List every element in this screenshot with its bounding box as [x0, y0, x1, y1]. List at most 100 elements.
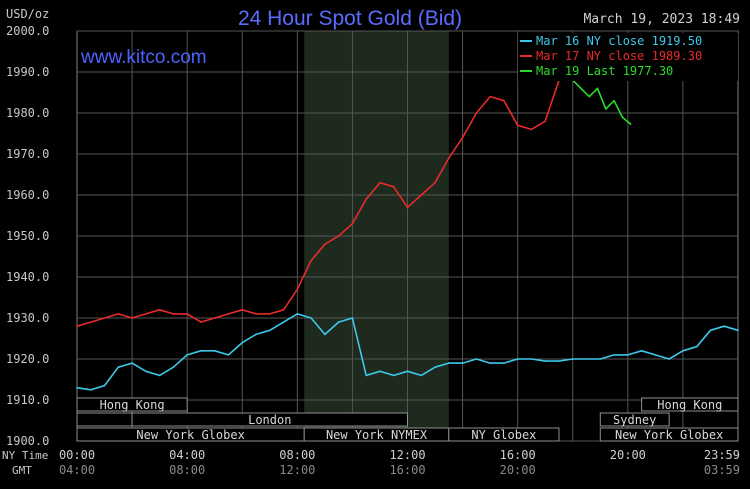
session-bar [448, 427, 560, 442]
series-point-2 [117, 313, 120, 315]
series-layer [76, 79, 739, 391]
series-point-2 [131, 317, 133, 319]
series-point-2 [406, 206, 409, 209]
series-point-2 [145, 313, 147, 315]
series-point-2 [76, 325, 78, 328]
y-tick-label: 1950.0 [6, 229, 49, 243]
series-point-1 [448, 362, 450, 364]
series-point-2 [255, 313, 257, 315]
chart-title: 24 Hour Spot Gold (Bid) [238, 7, 462, 30]
series-point-1 [131, 362, 133, 364]
session-bar [76, 397, 188, 412]
series-point-2 [420, 194, 423, 196]
tick-layer: 2000.0 1990.0 1980.0 1970.0 1960.0 1950.0 1940… [6, 24, 740, 477]
series-point-2 [227, 313, 230, 315]
series-point-3 [588, 95, 591, 98]
session-label: Hong Kong [100, 398, 165, 412]
series-point-2 [103, 317, 106, 319]
series-point-1 [695, 345, 698, 348]
series-point-1 [158, 374, 161, 377]
y-tick-label: 1940.0 [6, 270, 49, 284]
y-tick-label: 1960.0 [6, 188, 49, 202]
series-point-3 [596, 87, 599, 90]
series-point-1 [227, 354, 230, 356]
series-point-2 [530, 128, 533, 131]
series-point-1 [489, 362, 491, 364]
y-tick-label: 1930.0 [6, 311, 49, 325]
series-point-1 [668, 358, 670, 360]
series-point-2 [461, 136, 464, 139]
x-tick-label-ny: 16:00 [500, 448, 536, 462]
timestamp: March 19, 2023 18:49 [583, 12, 740, 27]
series-point-1 [145, 370, 147, 373]
series-point-1 [461, 362, 464, 364]
series-point-1 [282, 321, 285, 323]
series-point-1 [255, 333, 257, 336]
series-point-1 [737, 329, 739, 332]
session-label: Sydney [613, 413, 656, 427]
series-point-1 [351, 317, 354, 319]
series-point-1 [296, 313, 299, 315]
series-point-2 [172, 313, 175, 315]
series-point-1 [337, 321, 340, 323]
series-point-1 [241, 341, 244, 344]
series-point-3 [580, 87, 582, 90]
series-point-3 [629, 123, 632, 125]
y-tick-label: 1910.0 [6, 393, 49, 407]
y-axis-unit-label: USD/oz [6, 7, 49, 21]
series-point-1 [213, 350, 216, 352]
series-point-1 [186, 354, 188, 356]
series-point-1 [516, 358, 519, 360]
series-point-2 [324, 243, 326, 245]
series-point-1 [599, 358, 602, 360]
series-point-1 [324, 333, 326, 336]
y-tick-label: 1920.0 [6, 352, 49, 366]
series-point-2 [448, 157, 450, 159]
series-point-1 [571, 358, 574, 360]
series-point-1 [76, 386, 78, 389]
series-point-1 [268, 329, 271, 332]
series-point-2 [351, 222, 354, 225]
legend-item-mar19: Mar 19 Last 1977.30 [536, 64, 673, 78]
series-point-2 [379, 181, 381, 184]
session-bar [131, 412, 408, 427]
legend-item-mar17: Mar 17 NY close 1989.30 [536, 49, 702, 63]
series-point-1 [475, 358, 478, 360]
series-point-2 [544, 120, 547, 122]
series-point-3 [621, 116, 624, 118]
series-point-2 [282, 309, 285, 311]
session-label: New York Globex [136, 428, 244, 442]
series-point-1 [682, 350, 684, 352]
series-point-1 [310, 317, 312, 319]
session-label: Hong Kong [657, 398, 722, 412]
session-bar-stub [76, 412, 133, 427]
y-tick-label: 1990.0 [6, 65, 49, 79]
series-point-2 [296, 288, 299, 291]
y-tick-label: 1970.0 [6, 147, 49, 161]
x-tick-label-ny: 20:00 [610, 448, 646, 462]
series-point-1 [420, 374, 423, 377]
series-point-1 [103, 384, 106, 387]
series-line-2 [76, 79, 560, 327]
x-tick-label-gmt: 04:00 [59, 463, 95, 477]
series-point-1 [585, 358, 588, 360]
ny-time-row-label: NY Time [2, 449, 48, 462]
session-bar [599, 427, 739, 442]
series-point-2 [213, 317, 216, 319]
series-point-3 [613, 99, 615, 102]
x-tick-label-gmt: 08:00 [169, 463, 205, 477]
series-point-1 [654, 354, 657, 356]
series-point-1 [709, 329, 712, 332]
series-point-1 [723, 325, 726, 328]
series-point-2 [489, 95, 491, 98]
session-bar [641, 397, 739, 412]
series-point-2 [475, 112, 478, 114]
x-tick-label-gmt: 16:00 [389, 463, 425, 477]
series-point-2 [337, 235, 340, 237]
series-point-2 [186, 313, 188, 315]
series-line-3 [572, 79, 632, 125]
series-point-2 [268, 313, 271, 315]
x-tick-label-ny: 12:00 [389, 448, 425, 462]
series-point-1 [558, 360, 560, 362]
series-point-2 [241, 309, 244, 311]
